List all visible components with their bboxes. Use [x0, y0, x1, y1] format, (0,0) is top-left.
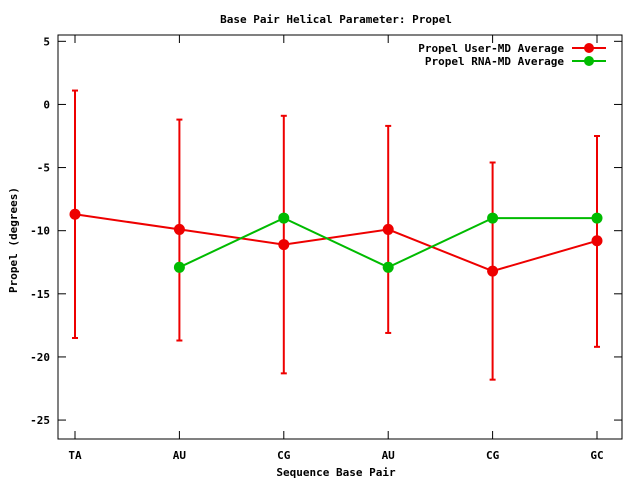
x-tick-label: TA: [68, 449, 82, 462]
data-point-series-2: [173, 261, 185, 273]
y-tick-label: 0: [43, 98, 50, 111]
data-point-series-2: [487, 212, 499, 224]
y-axis-label: Propel (degrees): [7, 187, 20, 293]
legend: Propel User-MD Average Propel RNA-MD Ave…: [418, 42, 606, 68]
y-tick-label: -20: [30, 351, 50, 364]
data-point-series-1: [487, 265, 499, 277]
legend-label-series-1: Propel User-MD Average: [418, 42, 564, 55]
legend-marker-series-1: [584, 43, 594, 53]
data-marks: [69, 89, 603, 381]
y-tick-label: -10: [30, 225, 50, 238]
data-point-series-1: [382, 223, 394, 235]
data-point-series-1: [591, 235, 603, 247]
data-point-series-1: [173, 223, 185, 235]
data-point-series-2: [278, 212, 290, 224]
y-tick-label: -15: [30, 288, 50, 301]
y-tick-label: -5: [37, 162, 50, 175]
x-tick-label: AU: [173, 449, 187, 462]
legend-label-series-2: Propel RNA-MD Average: [425, 55, 564, 68]
plot-frame: [57, 34, 623, 440]
data-point-series-1: [278, 239, 290, 251]
series-line-1: [74, 213, 598, 273]
x-tick-label: GC: [590, 449, 603, 462]
data-point-series-2: [382, 261, 394, 273]
axes: 5 0 -5 -10 -15 -20 -25 TA AU CG AU CG GC: [30, 35, 622, 462]
data-point-series-2: [591, 212, 603, 224]
chart-title: Base Pair Helical Parameter: Propel: [220, 13, 452, 26]
legend-marker-series-2: [584, 56, 594, 66]
x-axis-label: Sequence Base Pair: [276, 466, 396, 479]
x-tick-label: CG: [277, 449, 291, 462]
y-tick-label: -25: [30, 414, 50, 427]
data-point-series-1: [69, 208, 81, 220]
x-tick-label: CG: [486, 449, 500, 462]
y-tick-label: 5: [43, 35, 50, 48]
x-tick-label: AU: [382, 449, 396, 462]
